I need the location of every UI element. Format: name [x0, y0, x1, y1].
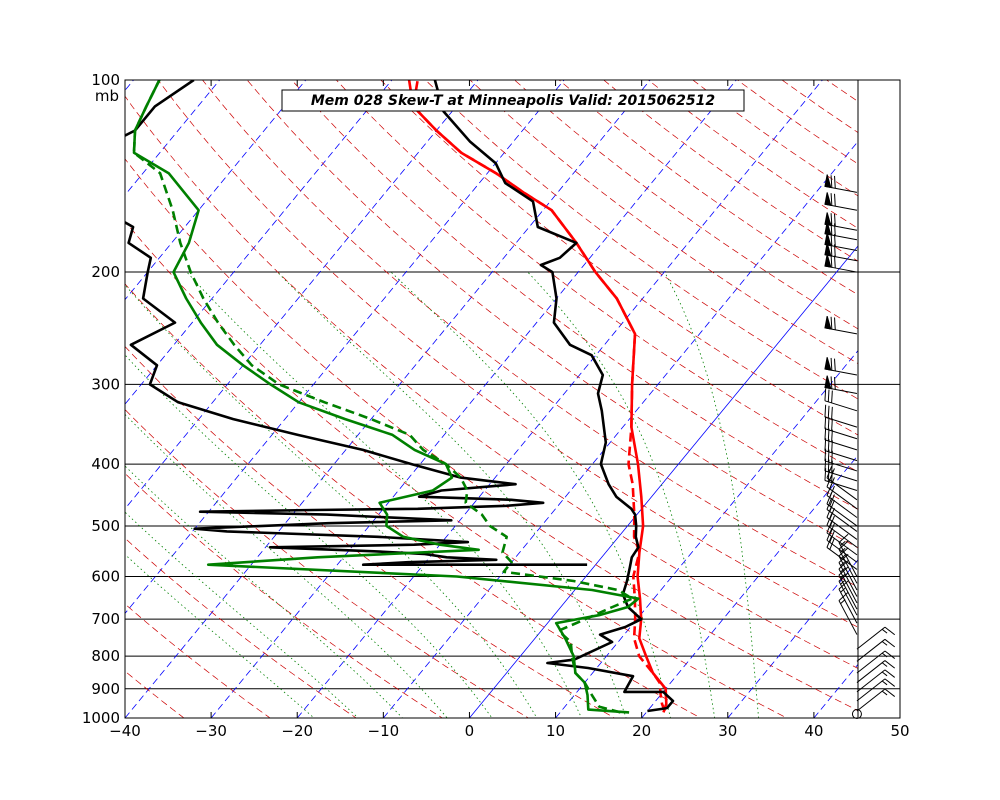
moist-adiabat-5: [125, 354, 493, 718]
wind-barb-21: [826, 497, 858, 532]
y-tick-label: 900: [91, 680, 120, 698]
wind-barb-43: [824, 174, 858, 193]
wind-barb-5: [856, 638, 896, 662]
wind-barb-39: [824, 232, 858, 251]
wind-barb-33: [824, 388, 858, 412]
wind-barb-40: [824, 221, 858, 241]
isotherm--40: [125, 80, 651, 718]
x-tick-label: 30: [718, 722, 737, 740]
moist-adiabat--5: [125, 465, 404, 718]
isotherm-10: [555, 349, 858, 718]
dry-adiabat-380: [336, 80, 858, 473]
y-tick-label: 600: [91, 567, 120, 585]
wind-barb-37: [824, 254, 858, 273]
x-tick-label: −30: [195, 722, 227, 740]
dry-adiabat-410: [469, 80, 858, 364]
isotherm-50: [900, 80, 1000, 718]
dry-adiabat-260: [125, 537, 357, 718]
wind-barb-41: [824, 212, 858, 231]
wind-barb-6: [856, 626, 896, 650]
x-tick-label: 10: [546, 722, 565, 740]
y-tick-label: 200: [91, 263, 120, 281]
y-tick-label: 700: [91, 610, 120, 628]
chart-title-box: Mem 028 Skew-T at Minneapolis Valid: 201…: [281, 89, 745, 112]
x-tick-label: −20: [281, 722, 313, 740]
isotherm--30: [210, 80, 737, 718]
dry-adiabat-520: [960, 80, 1000, 732]
wind-barb-32: [824, 404, 858, 428]
y-tick-label: 800: [91, 647, 120, 665]
plot-background: [125, 80, 900, 718]
wind-barb-8: [838, 580, 858, 624]
y-tick-label: 1000: [82, 709, 120, 727]
wind-barb-1: [856, 678, 896, 702]
wind-barb-2: [856, 669, 896, 693]
moist-adiabat-35: [664, 271, 760, 718]
x-tick-label: −10: [368, 722, 400, 740]
profile-line-2: [433, 80, 675, 713]
moist-adiabat-15: [186, 271, 582, 718]
sounding-profiles: [125, 80, 675, 714]
wind-barb-15: [838, 533, 858, 577]
dry-adiabat-280: [125, 409, 530, 718]
moist-adiabat--15: [125, 553, 315, 718]
isotherm--20: [296, 80, 823, 718]
isotherm--70: [125, 80, 393, 405]
moist-adiabat-0: [125, 413, 448, 718]
isotherm-zero: [469, 245, 858, 718]
profile-line-5: [132, 80, 634, 714]
wind-barb-36: [824, 315, 858, 335]
moist-adiabat--10: [125, 511, 359, 718]
isotherm-30: [727, 559, 858, 718]
y-unit-label: mb: [95, 87, 119, 105]
y-tick-label: 300: [91, 375, 120, 393]
x-axis: −40 −30 −20 −10 0 10 20 30 40 50: [109, 80, 910, 740]
dry-adiabat-350: [202, 80, 858, 588]
x-tick-label: 40: [804, 722, 823, 740]
wind-barb-30: [824, 427, 858, 451]
isotherm--60: [125, 80, 479, 510]
chart-title: Mem 028 Skew-T at Minneapolis Valid: 201…: [311, 93, 715, 109]
x-tick-label: 50: [890, 722, 909, 740]
y-axis: 1000 900 800 700 600 500 400 300 200 100: [82, 71, 120, 727]
wind-barb-35: [824, 357, 858, 376]
wind-barb-34: [824, 375, 858, 394]
x-tick-label: 0: [465, 722, 475, 740]
profile-line-3: [125, 80, 588, 566]
isotherm-20: [641, 454, 858, 718]
x-tick-label: −40: [109, 722, 141, 740]
profile-line-0: [407, 80, 668, 713]
isotherm--110: [0, 80, 47, 718]
y-tick-label: 500: [91, 517, 120, 535]
dry-adiabat-320: [125, 158, 858, 712]
y-tick-label: 400: [91, 455, 120, 473]
isotherm--50: [125, 80, 565, 615]
wind-barb-31: [824, 416, 858, 440]
plot-frame: [124, 79, 901, 719]
wind-barb-3: [856, 660, 896, 683]
wind-barb-4: [856, 650, 896, 674]
isotherm--90: [125, 80, 220, 196]
wind-barb-42: [824, 192, 858, 211]
y-tick-label: 100: [91, 71, 120, 89]
wind-barb-26: [824, 468, 858, 492]
moist-adiabat-30: [527, 271, 716, 718]
wind-barb-0: [856, 688, 896, 712]
isotherm--80: [125, 80, 307, 301]
dry-adiabat-360: [246, 80, 858, 549]
wind-barbs: [824, 174, 896, 719]
profile-line-4: [132, 80, 640, 714]
dry-adiabat-250: [125, 603, 271, 718]
isotherm--10: [383, 140, 858, 718]
x-tick-label: 20: [632, 722, 651, 740]
dry-adiabat-390: [380, 80, 858, 436]
